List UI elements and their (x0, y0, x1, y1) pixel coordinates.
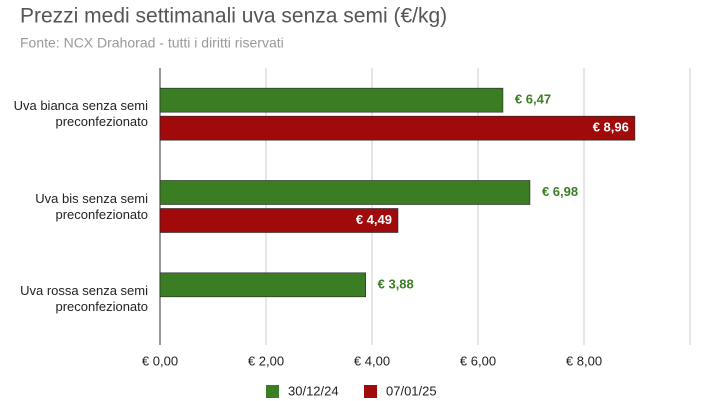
legend-label: 07/01/25 (386, 383, 437, 398)
bar (159, 272, 366, 298)
value-label: € 4,49 (356, 212, 392, 227)
y-tick-label: Uva bis senza semi preconfezionato (35, 190, 148, 222)
x-tick-label: € 8,00 (566, 353, 602, 368)
value-label: € 6,98 (542, 184, 578, 199)
x-tick-label: € 6,00 (460, 353, 496, 368)
x-tick-label: € 4,00 (354, 353, 390, 368)
x-tick-label: € 0,00 (142, 353, 178, 368)
value-label: € 8,96 (593, 120, 629, 135)
legend-swatch (266, 385, 279, 398)
bar (159, 87, 504, 113)
legend-label: 30/12/24 (288, 383, 339, 398)
value-label: € 3,88 (378, 276, 414, 291)
bar (159, 208, 399, 233)
chart-title: Prezzi medi settimanali uva senza semi (… (20, 5, 447, 28)
y-tick-label: Uva bianca senza semi preconfezionato (13, 98, 148, 130)
y-tick-label: Uva rossa senza semi preconfezionato (20, 282, 148, 314)
bar (159, 115, 636, 141)
legend-swatch (364, 385, 377, 398)
x-tick-label: € 2,00 (248, 353, 284, 368)
value-label: € 6,47 (515, 92, 551, 107)
bar (159, 180, 531, 205)
chart-subtitle: Fonte: NCX Drahorad - tutti i diritti ri… (20, 35, 284, 51)
